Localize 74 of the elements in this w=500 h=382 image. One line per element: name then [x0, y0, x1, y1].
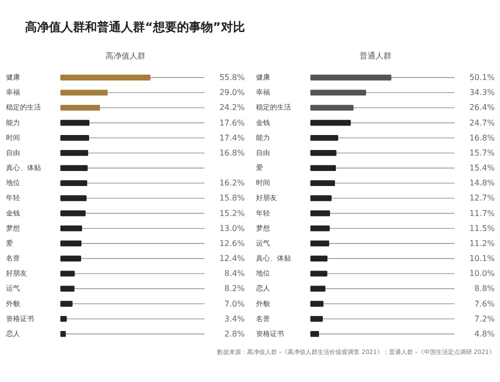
bar — [60, 210, 86, 216]
data-label: 26.4% — [469, 103, 496, 112]
data-label: 12.4% — [219, 254, 246, 264]
bar — [60, 90, 108, 96]
bar — [310, 240, 330, 246]
bar — [60, 120, 90, 126]
data-label: 14.8% — [469, 178, 496, 188]
data-label: 13.0% — [219, 224, 246, 233]
bar — [310, 120, 351, 126]
data-label: 17.6% — [219, 118, 246, 128]
bar — [310, 150, 336, 156]
data-label: 55.8% — [219, 73, 246, 82]
bar — [310, 134, 338, 141]
data-label: 16.8% — [219, 148, 246, 158]
bar — [60, 331, 66, 337]
data-label: 50.1% — [469, 73, 496, 82]
bar — [60, 270, 75, 277]
bar — [60, 134, 90, 141]
data-label: 15.8% — [219, 194, 246, 203]
bar — [310, 104, 354, 111]
data-label: 7.0% — [224, 299, 246, 308]
chart-subtitle: 普通人群 — [360, 52, 392, 60]
bar — [60, 165, 88, 171]
bar — [310, 270, 328, 277]
bar — [310, 180, 335, 186]
data-label: 16.8% — [469, 133, 496, 142]
bar — [310, 90, 366, 96]
bar — [310, 331, 320, 337]
chart-subtitle: 高净值人群 — [106, 52, 146, 60]
data-label: 7.6% — [474, 299, 496, 308]
data-label: 29.0% — [219, 88, 246, 98]
bar — [60, 286, 74, 292]
bar — [310, 210, 330, 216]
bar — [60, 316, 67, 322]
bar — [60, 256, 82, 262]
data-label: 15.2% — [219, 208, 246, 218]
data-label: 4.8% — [474, 329, 496, 338]
chart-title: 高净值人群和普通人群“想要的事物”对比 — [25, 19, 245, 36]
data-label: 8.4% — [224, 269, 246, 278]
data-label: 8.8% — [474, 284, 496, 294]
data-label: 8.2% — [224, 284, 246, 294]
data-label: 10.1% — [469, 254, 496, 264]
bar — [310, 225, 330, 232]
bar — [60, 240, 82, 246]
data-label: 17.4% — [219, 133, 246, 142]
data-label: 34.3% — [469, 88, 496, 98]
bar — [60, 225, 82, 232]
bar — [60, 74, 150, 80]
bar — [310, 316, 323, 322]
bar — [60, 150, 88, 156]
data-label: 12.6% — [219, 238, 246, 248]
bar — [60, 104, 100, 111]
bar — [310, 256, 328, 262]
bar — [310, 195, 332, 202]
bar — [60, 180, 88, 186]
data-label: 24.2% — [219, 103, 246, 112]
data-label: 11.2% — [469, 238, 496, 248]
bar — [310, 300, 324, 307]
bar — [310, 165, 336, 171]
data-label: 15.4% — [469, 164, 496, 173]
bar — [310, 286, 326, 292]
data-label: 3.4% — [224, 314, 246, 324]
data-label: 10.0% — [469, 269, 496, 278]
data-label: 7.2% — [474, 314, 496, 324]
data-label: 2.8% — [224, 329, 246, 338]
data-label: 16.2% — [219, 178, 246, 188]
data-label: 12.7% — [469, 194, 496, 203]
data-label: 15.7% — [469, 148, 496, 158]
data-label: 24.7% — [469, 118, 496, 128]
bar — [310, 74, 392, 80]
data-label: 11.7% — [469, 208, 496, 218]
bar — [60, 195, 87, 202]
data-label: 11.5% — [469, 224, 496, 233]
bar — [60, 300, 73, 307]
